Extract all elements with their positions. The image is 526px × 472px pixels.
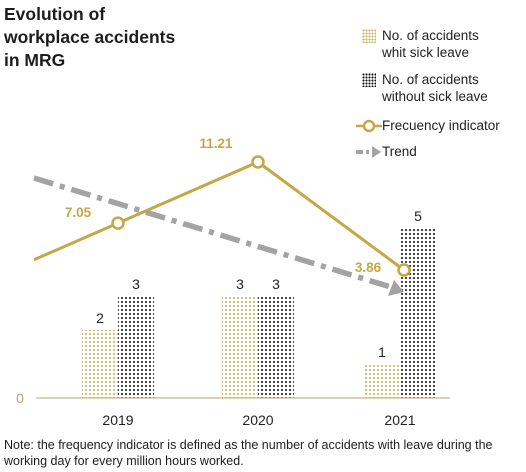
bar-2019-without-leave (118, 296, 154, 398)
bars (82, 228, 436, 398)
chart-title: Evolution of workplace accidents in MRG (4, 4, 176, 70)
legend-item-nosick: No. of accidents without sick leave (356, 71, 488, 105)
legend-item-sick: No. of accidents whit sick leave (356, 27, 479, 61)
legend-item-freq: Frecuency indicator (356, 117, 500, 134)
legend-label: Trend (382, 143, 417, 160)
bar-2021-with-leave (364, 364, 400, 398)
frequency-marker-2021 (397, 263, 411, 277)
trend-arrowhead (388, 280, 404, 296)
bar-value-label: 2 (96, 310, 104, 326)
x-tick-label-2019: 2019 (102, 412, 133, 428)
legend-label-line: without sick leave (382, 89, 488, 104)
legend-label-line: No. of accidents (382, 28, 479, 43)
bar-2020-with-leave (222, 296, 258, 398)
frequency-line-path (33, 160, 405, 272)
legend-label-line: Frecuency indicator (382, 118, 500, 133)
legend-label: No. of accidents whit sick leave (382, 27, 479, 61)
legend-label-line: No. of accidents (382, 72, 479, 87)
legend-label: Frecuency indicator (382, 117, 500, 134)
frequency-marker-2020 (251, 155, 265, 169)
chart-note: Note: the frequency indicator is defined… (4, 438, 493, 468)
legend-label-line: Trend (382, 144, 417, 159)
x-axis: 0 2019 2020 2021 (16, 390, 450, 428)
x-tick-label-2020: 2020 (242, 412, 273, 428)
frequency-value-label: 3.86 (355, 260, 382, 275)
legend-item-trend: Trend (356, 143, 417, 160)
gold-dot-swatch-icon (356, 27, 382, 43)
trend-line (33, 175, 404, 296)
frequency-value-label: 11.21 (199, 136, 233, 151)
bar-value-label: 3 (132, 276, 140, 292)
bar-2021-without-leave (400, 228, 436, 398)
y-zero-label: 0 (16, 390, 24, 406)
gray-dashdot-arrow-icon (356, 143, 382, 160)
bar-value-label: 3 (236, 276, 244, 292)
bar-value-label: 3 (272, 276, 280, 292)
trend-line-path (33, 175, 395, 291)
legend-label-line: whit sick leave (382, 45, 470, 60)
legend-label: No. of accidents without sick leave (382, 71, 488, 105)
frequency-line (33, 155, 411, 277)
bar-2020-without-leave (258, 296, 294, 398)
bar-value-label: 5 (414, 208, 422, 224)
gold-circle-line-marker-icon (356, 117, 382, 134)
data-labels: 2 3 1 3 3 5 7.05 11.21 3.86 (65, 136, 422, 360)
x-tick-label-2021: 2021 (384, 412, 415, 428)
frequency-value-label: 7.05 (65, 205, 92, 220)
black-dot-swatch-icon (356, 71, 382, 87)
bar-2019-with-leave (82, 330, 118, 398)
frequency-marker-2019 (111, 216, 125, 230)
bar-value-label: 1 (378, 344, 386, 360)
